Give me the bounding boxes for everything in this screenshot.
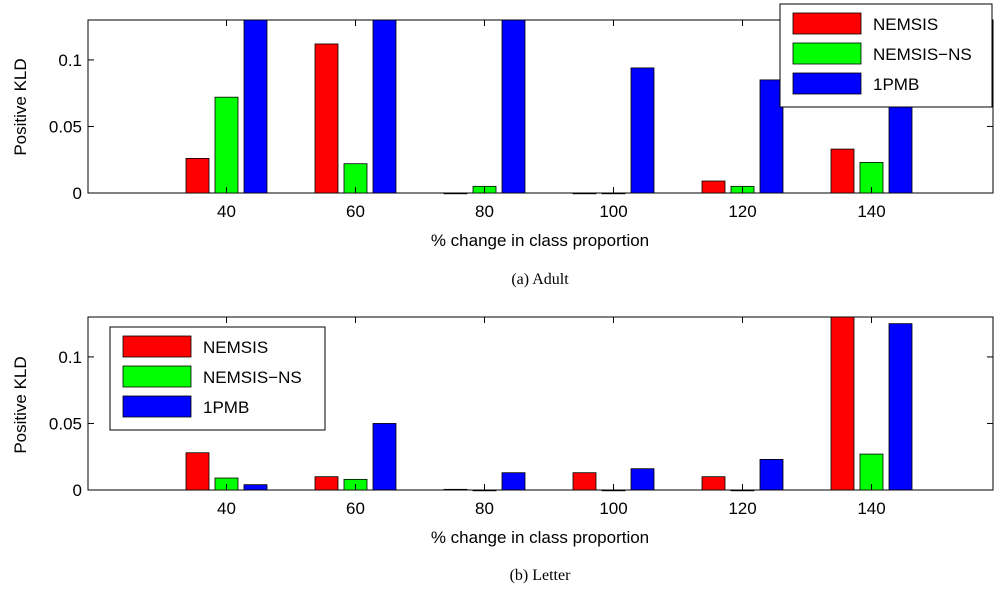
bar-1pmb xyxy=(630,468,655,491)
x-tick-label: 40 xyxy=(217,499,236,518)
bar-nemsis xyxy=(185,157,210,194)
bar-nemsis xyxy=(443,192,468,195)
y-ticks: 0 0.05 0.1 xyxy=(49,348,993,500)
bar-nemsis xyxy=(314,476,339,491)
legend: NEMSIS NEMSIS−NS 1PMB xyxy=(109,326,326,431)
y-tick-label: 0 xyxy=(73,184,82,203)
x-tick-label: 80 xyxy=(475,202,494,221)
y-tick-label: 0.05 xyxy=(49,414,82,433)
bars xyxy=(185,316,913,492)
bar-1pmb xyxy=(243,19,268,194)
x-axis-title: % change in class proportion xyxy=(431,231,649,250)
caption-adult: (a) Adult xyxy=(511,271,569,288)
legend-label: 1PMB xyxy=(873,75,919,94)
legend-swatch xyxy=(792,42,862,65)
y-tick-label: 0.1 xyxy=(58,348,82,367)
legend-label: 1PMB xyxy=(203,398,249,417)
bar-nemsis-ns xyxy=(730,489,755,492)
x-tick-label: 100 xyxy=(599,202,627,221)
x-tick-label: 120 xyxy=(728,499,756,518)
chart-panel-adult: 0 0.05 0.1 40 60 80 100 120 140 Positive KLD % … xyxy=(11,3,994,288)
bar-1pmb xyxy=(630,67,655,194)
bar-nemsis-ns xyxy=(472,489,497,492)
x-tick-label: 80 xyxy=(475,499,494,518)
x-tick-label: 140 xyxy=(857,499,885,518)
bar-1pmb xyxy=(759,458,784,491)
x-tick-label: 100 xyxy=(599,499,627,518)
bar-nemsis-ns xyxy=(601,489,626,492)
bar-1pmb xyxy=(759,79,784,194)
legend-swatch xyxy=(792,12,862,35)
y-ticks: 0 0.05 0.1 xyxy=(49,51,993,203)
bar-nemsis xyxy=(572,192,597,195)
y-axis-title: Positive KLD xyxy=(11,356,30,453)
y-tick-label: 0 xyxy=(73,481,82,500)
bar-nemsis xyxy=(701,476,726,491)
x-ticks: 40 60 80 100 120 140 xyxy=(217,317,886,518)
x-tick-label: 60 xyxy=(346,202,365,221)
y-tick-label: 0.1 xyxy=(58,51,82,70)
bar-nemsis xyxy=(701,180,726,194)
bar-1pmb xyxy=(501,19,526,194)
legend-label: NEMSIS xyxy=(203,338,268,357)
bar-nemsis xyxy=(185,452,210,491)
bar-nemsis xyxy=(830,148,855,194)
x-axis-title: % change in class proportion xyxy=(431,528,649,547)
y-axis-title: Positive KLD xyxy=(11,58,30,155)
bars xyxy=(185,19,913,195)
legend-swatch xyxy=(122,335,192,358)
legend-swatch xyxy=(792,72,862,95)
bar-1pmb xyxy=(501,472,526,491)
caption-letter: (b) Letter xyxy=(510,567,572,584)
bar-1pmb xyxy=(372,423,397,491)
bar-nemsis xyxy=(572,472,597,491)
legend-swatch xyxy=(122,395,192,418)
bar-nemsis xyxy=(314,43,339,194)
bar-nemsis-ns xyxy=(601,192,626,195)
bar-1pmb xyxy=(888,323,913,491)
bar-1pmb xyxy=(243,484,268,491)
x-tick-label: 60 xyxy=(346,499,365,518)
legend-label: NEMSIS−NS xyxy=(203,368,302,387)
legend-label: NEMSIS−NS xyxy=(873,45,972,64)
y-tick-label: 0.05 xyxy=(49,117,82,136)
x-ticks: 40 60 80 100 120 140 xyxy=(217,20,886,221)
x-tick-label: 140 xyxy=(857,202,885,221)
bar-1pmb xyxy=(372,19,397,194)
bar-nemsis xyxy=(443,488,468,491)
legend-swatch xyxy=(122,365,192,388)
x-tick-label: 40 xyxy=(217,202,236,221)
legend: NEMSIS NEMSIS−NS 1PMB xyxy=(779,3,993,108)
x-tick-label: 120 xyxy=(728,202,756,221)
bar-nemsis-ns xyxy=(214,96,239,194)
bar-nemsis xyxy=(830,316,855,491)
legend-label: NEMSIS xyxy=(873,15,938,34)
chart-panel-letter: 0 0.05 0.1 40 60 80 100 120 140 Positive KLD % … xyxy=(11,316,994,584)
